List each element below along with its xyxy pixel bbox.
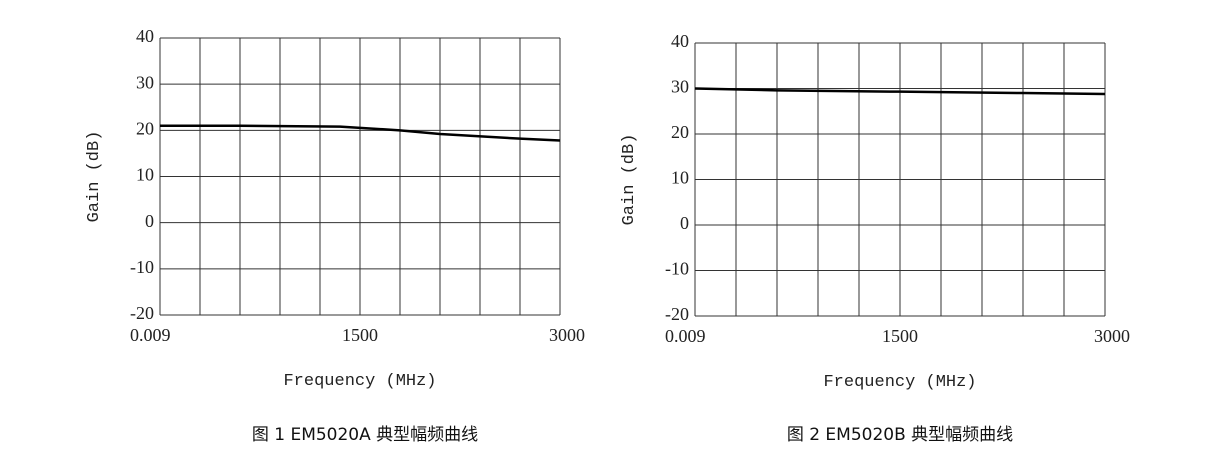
y-tick-label: 40	[671, 31, 689, 51]
y-tick-label: 0	[680, 213, 689, 233]
y-tick-label: 10	[136, 165, 154, 185]
y-tick-label: -10	[130, 257, 154, 277]
caption: 图 1 EM5020A 典型幅频曲线	[252, 425, 478, 445]
y-tick-label: 0	[145, 211, 154, 231]
y-tick-label: 30	[136, 72, 154, 92]
x-tick-label: 1500	[882, 326, 918, 346]
x-tick-label: 3000	[1094, 326, 1130, 346]
x-axis-label: Frequency (MHz)	[283, 372, 436, 391]
data-line	[694, 87, 1106, 96]
y-axis-label: Gain (dB)	[620, 134, 639, 226]
data-line	[160, 124, 561, 142]
y-tick-label: 20	[136, 118, 154, 138]
x-tick-label: 0.009	[665, 326, 706, 346]
y-tick-label: 30	[671, 77, 689, 97]
y-tick-label: -20	[130, 303, 154, 323]
y-tick-label: 40	[136, 26, 154, 46]
x-tick-label: 1500	[342, 325, 378, 345]
x-axis-label: Frequency (MHz)	[823, 373, 976, 392]
y-tick-label: 20	[671, 122, 689, 142]
y-tick-label: -20	[665, 304, 689, 324]
x-tick-label: 0.009	[130, 325, 171, 345]
y-tick-label: 10	[671, 168, 689, 188]
y-axis-label: Gain (dB)	[85, 131, 104, 223]
y-tick-label: -10	[665, 259, 689, 279]
x-tick-label: 3000	[549, 325, 585, 345]
caption: 图 2 EM5020B 典型幅频曲线	[787, 425, 1013, 445]
